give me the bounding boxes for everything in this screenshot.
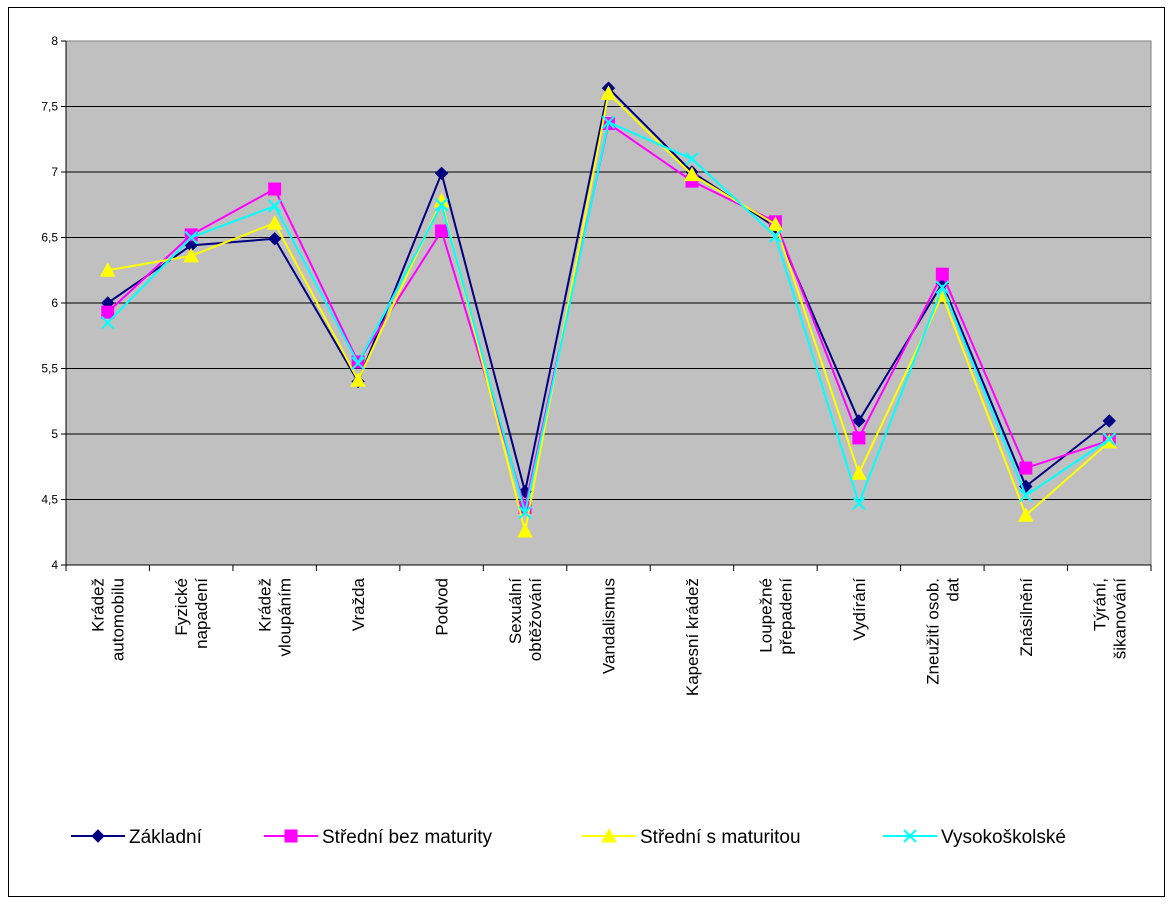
series-4-point [852, 496, 866, 511]
legend-marker [284, 829, 298, 843]
series-2-point [268, 182, 282, 196]
series-3-point [767, 216, 784, 231]
series-4-point [1019, 488, 1033, 503]
legend-marker [903, 829, 917, 843]
series-4-point [601, 115, 616, 129]
y-tick-label: 6,5 [41, 231, 58, 245]
y-tick-label: 4 [51, 558, 58, 572]
line-chart: 4 4,5 5 5,5 6 6,5 7 7,5 8 Krádežautomobilu Fyzické… [41, 34, 1152, 848]
legend-item-1: Základní [71, 827, 203, 848]
legend-marker [91, 829, 105, 843]
series-4-point [351, 356, 365, 370]
legend-label: Střední bez maturity [322, 827, 493, 848]
legend-label: Vysokoškolské [941, 827, 1066, 848]
series-2-point [1019, 461, 1033, 475]
series-1-point [852, 414, 866, 428]
x-tick-label: Podvod [433, 578, 452, 636]
series-2-point [101, 305, 115, 319]
y-tick-label: 6 [51, 296, 58, 310]
series-1-point [267, 232, 282, 246]
legend-item-4: Vysokoškolské [883, 827, 1066, 848]
x-tick-label: Vražda [349, 577, 368, 631]
x-tick-label: Sexuálníobtěžování [506, 578, 545, 661]
series-1-point [1102, 414, 1116, 428]
series-3-point [600, 85, 617, 100]
x-tick-label: Fyzickénapadení [172, 578, 211, 649]
series-3-point [1017, 507, 1034, 522]
x-tick-label: Krádežvloupáním [256, 578, 295, 656]
series-3-point [684, 166, 700, 182]
series-3-point [350, 372, 366, 387]
x-tick-label: Kapesní krádež [683, 578, 702, 696]
x-tick-label: Krádežautomobilu [89, 578, 128, 661]
chart-frame: 4 4,5 5 5,5 6 6,5 7 7,5 8 Krádežautomobilu Fyzické… [8, 7, 1165, 897]
series-4-point [1102, 432, 1116, 446]
legend-item-2: Střední bez maturity [264, 827, 493, 848]
series-4-point [685, 152, 699, 166]
y-tick-label: 5,5 [41, 362, 58, 376]
series-3-point [517, 522, 533, 538]
x-tick-label: Vandalismus [600, 578, 619, 674]
series-4-point [267, 199, 282, 213]
y-tick-label: 8 [51, 34, 58, 48]
legend-label: Základní [129, 827, 203, 848]
series-3-point [266, 215, 283, 230]
series-4-point [768, 229, 783, 243]
x-tick-label: Znásilnění [1017, 578, 1036, 657]
series-3-point [183, 247, 200, 263]
series-1-point [434, 166, 449, 181]
series-4-point [184, 230, 198, 245]
x-tick-label: Vydírání [850, 578, 869, 641]
y-tick-label: 5 [51, 427, 58, 441]
x-tick-label: Týrání,šikanování [1090, 578, 1129, 660]
x-tick-label: Zneužití osob.dat [923, 578, 962, 685]
y-tick-label: 7,5 [41, 100, 58, 114]
series-3-point [99, 262, 116, 277]
series-4-point [935, 280, 950, 294]
legend-item-3: Střední s maturitou [582, 827, 801, 848]
series-2-point [435, 224, 449, 238]
series-4-point [101, 315, 115, 330]
x-tick-label: Loupežnépřepadení [756, 578, 795, 655]
legend-marker [601, 827, 617, 843]
series-2-point [935, 267, 949, 281]
y-tick-label: 4,5 [41, 493, 58, 507]
series-4-point [434, 198, 449, 212]
series-4-point [518, 505, 532, 520]
legend-label: Střední s maturitou [640, 827, 801, 848]
series-2-point [852, 431, 866, 445]
series-3-point [851, 465, 867, 480]
y-tick-label: 7 [51, 165, 58, 179]
